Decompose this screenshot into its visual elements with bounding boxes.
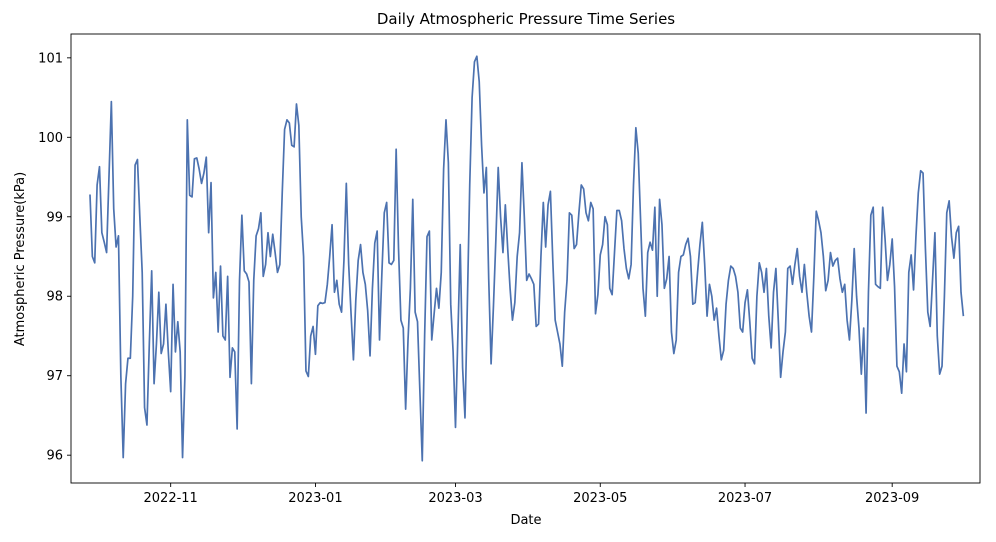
x-tick-label: 2023-01 xyxy=(288,491,342,506)
y-tick-label: 99 xyxy=(46,210,63,225)
y-tick-label: 98 xyxy=(46,290,63,305)
y-tick-label: 101 xyxy=(38,51,63,66)
x-tick-label: 2023-05 xyxy=(573,491,627,506)
x-axis: 2022-11 2023-01 2023-03 2023-05 2023-07 2023-… xyxy=(144,483,919,506)
plot-frame xyxy=(70,33,981,484)
x-tick-label: 2023-07 xyxy=(718,491,772,506)
y-axis: 96 97 98 99 100 101 xyxy=(38,51,71,464)
series-line-0 xyxy=(89,55,965,462)
series-layer xyxy=(89,55,965,462)
y-tick-label: 96 xyxy=(46,449,63,464)
y-tick-label: 100 xyxy=(38,131,63,146)
x-tick-label: 2023-03 xyxy=(428,491,482,506)
y-tick-label: 97 xyxy=(46,369,63,384)
chart-title: Daily Atmospheric Pressure Time Series xyxy=(377,10,675,28)
plot-area xyxy=(70,33,981,484)
x-tick-label: 2022-11 xyxy=(144,491,198,506)
y-axis-label: Atmospheric Pressure(kPa) xyxy=(13,172,28,346)
x-tick-label: 2023-09 xyxy=(865,491,919,506)
x-axis-label: Date xyxy=(510,513,541,528)
